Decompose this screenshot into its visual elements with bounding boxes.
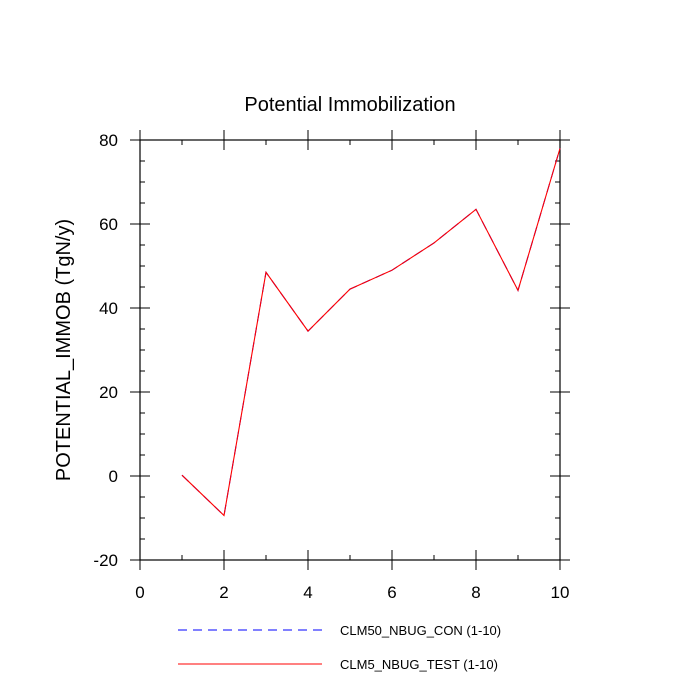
legend: CLM50_NBUG_CON (1-10) CLM5_NBUG_TEST (1-1…	[178, 623, 501, 672]
plot-frame	[139, 139, 561, 561]
x-tick-label: 6	[387, 583, 396, 602]
y-axis-label: POTENTIAL_IMMOB (TgN/y)	[53, 219, 75, 481]
y-tick-label: 40	[99, 299, 118, 318]
legend-label-2: CLM5_NBUG_TEST (1-10)	[340, 657, 498, 672]
y-tick-label: -20	[93, 551, 118, 570]
x-tick-label: 2	[219, 583, 228, 602]
axes: 0 2 4 6 8 10 -20 0 20 40 60 80	[93, 130, 570, 602]
x-tick-label: 0	[135, 583, 144, 602]
x-tick-label: 10	[551, 583, 570, 602]
y-tick-label: 60	[99, 215, 118, 234]
series-lines	[181, 148, 561, 517]
y-tick-label: 20	[99, 383, 118, 402]
x-tick-label: 4	[303, 583, 312, 602]
chart-title: Potential Immobilization	[244, 94, 455, 116]
x-tick-label: 8	[471, 583, 480, 602]
legend-label-1: CLM50_NBUG_CON (1-10)	[340, 623, 501, 638]
y-tick-label: 0	[109, 467, 118, 486]
y-tick-label: 80	[99, 131, 118, 150]
series-line-1	[181, 148, 561, 517]
series-line-2	[181, 148, 561, 517]
